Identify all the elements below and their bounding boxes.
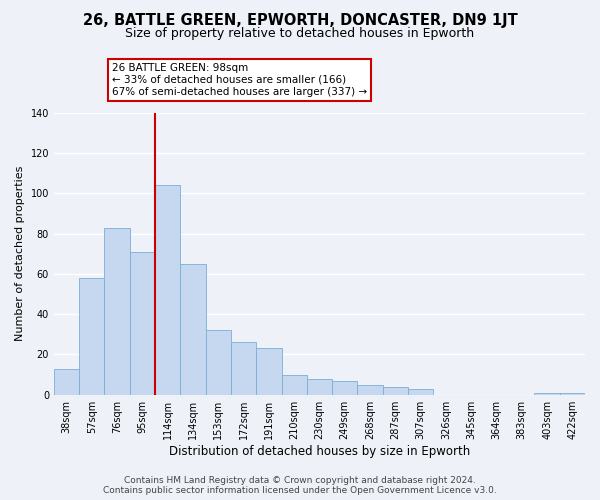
Bar bbox=[206, 330, 231, 394]
Bar bbox=[256, 348, 281, 395]
Bar bbox=[383, 386, 408, 394]
Bar bbox=[155, 185, 181, 394]
Bar bbox=[307, 378, 332, 394]
Bar bbox=[79, 278, 104, 394]
Bar bbox=[54, 368, 79, 394]
Bar bbox=[332, 380, 358, 394]
Bar bbox=[231, 342, 256, 394]
Text: Size of property relative to detached houses in Epworth: Size of property relative to detached ho… bbox=[125, 28, 475, 40]
Bar bbox=[130, 252, 155, 394]
Text: 26 BATTLE GREEN: 98sqm
← 33% of detached houses are smaller (166)
67% of semi-de: 26 BATTLE GREEN: 98sqm ← 33% of detached… bbox=[112, 64, 367, 96]
Text: Contains HM Land Registry data © Crown copyright and database right 2024.
Contai: Contains HM Land Registry data © Crown c… bbox=[103, 476, 497, 495]
Bar bbox=[560, 392, 585, 394]
Bar bbox=[408, 388, 433, 394]
Bar bbox=[358, 384, 383, 394]
Bar bbox=[281, 374, 307, 394]
Y-axis label: Number of detached properties: Number of detached properties bbox=[15, 166, 25, 342]
Text: 26, BATTLE GREEN, EPWORTH, DONCASTER, DN9 1JT: 26, BATTLE GREEN, EPWORTH, DONCASTER, DN… bbox=[83, 12, 517, 28]
Bar bbox=[181, 264, 206, 394]
Bar bbox=[104, 228, 130, 394]
Bar bbox=[535, 392, 560, 394]
X-axis label: Distribution of detached houses by size in Epworth: Distribution of detached houses by size … bbox=[169, 444, 470, 458]
